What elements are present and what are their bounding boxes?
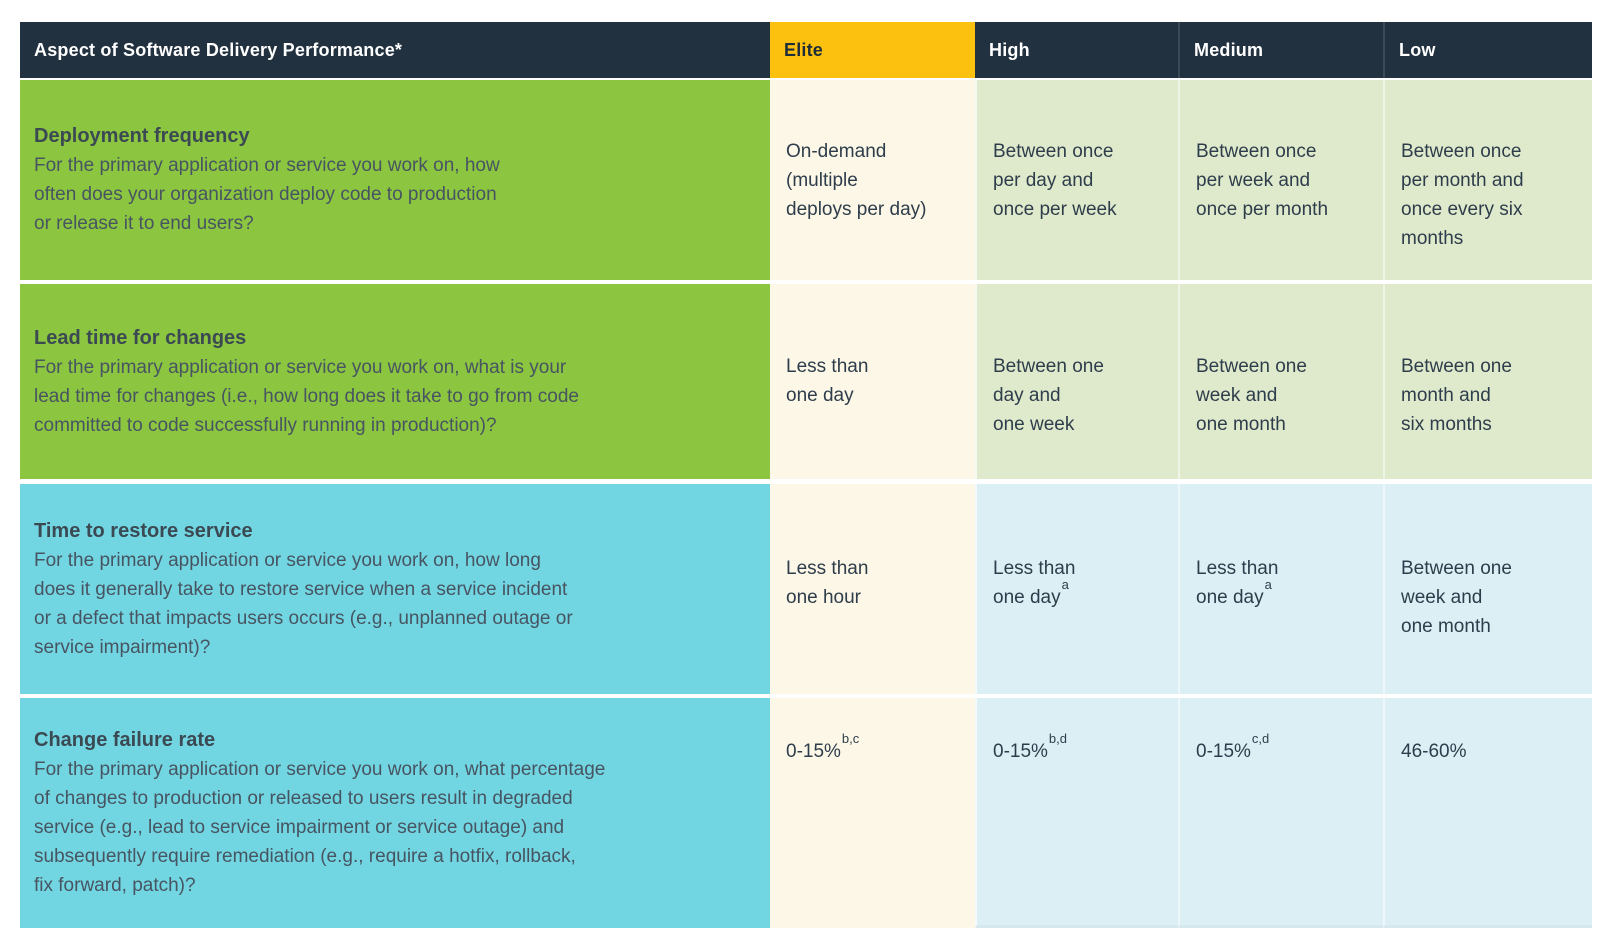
aspect-title: Lead time for changes — [34, 326, 247, 349]
aspect-cell-change-failure-rate: Change failure rate For the primary appl… — [20, 698, 770, 928]
table-header-row: Aspect of Software Delivery Performance*… — [20, 22, 1592, 78]
value-cell-restore-low: Between one week and one month — [1383, 484, 1592, 694]
value-text: 46-60% — [1401, 741, 1467, 762]
value-cell-cfr-medium: 0-15%c,d — [1178, 698, 1383, 928]
aspect-question: For the primary application or service y… — [34, 155, 500, 234]
value-cell-restore-elite: Less than one hour — [770, 484, 975, 694]
value-text: Less than one day — [1196, 558, 1279, 608]
footnote-mark: a — [1264, 576, 1272, 592]
footnote-mark: a — [1061, 576, 1069, 592]
footnote-mark: b,c — [841, 730, 860, 746]
aspect-title: Change failure rate — [34, 729, 216, 751]
value-text: Less than one day — [993, 558, 1076, 608]
value-text: Less than one day — [786, 356, 869, 406]
value-cell-cfr-elite: 0-15%b,c — [770, 698, 975, 928]
value-text: Between one month and six months — [1401, 356, 1512, 435]
value-cell-deployment-low: Between once per month and once every si… — [1383, 80, 1592, 280]
aspect-question: For the primary application or service y… — [34, 759, 606, 896]
value-cell-leadtime-elite: Less than one day — [770, 284, 975, 479]
table-row-lead-time: Lead time for changes For the primary ap… — [20, 284, 1592, 479]
value-text: Between one week and one month — [1401, 558, 1512, 637]
aspect-cell-lead-time: Lead time for changes For the primary ap… — [20, 284, 770, 479]
aspect-cell-time-to-restore: Time to restore service For the primary … — [20, 484, 770, 694]
value-cell-restore-medium: Less than one daya — [1178, 484, 1383, 694]
aspect-title: Time to restore service — [34, 519, 253, 542]
column-header-low: Low — [1383, 22, 1592, 78]
value-cell-cfr-high: 0-15%b,d — [975, 698, 1178, 928]
column-header-elite: Elite — [770, 22, 975, 78]
value-cell-leadtime-high: Between one day and one week — [975, 284, 1178, 479]
value-text: Between one week and one month — [1196, 356, 1307, 435]
table-row-change-failure-rate: Change failure rate For the primary appl… — [20, 698, 1592, 928]
value-text: On-demand (multiple deploys per day) — [786, 141, 927, 220]
value-text: Between once per month and once every si… — [1401, 141, 1524, 249]
value-text: Between once per day and once per week — [993, 141, 1117, 220]
column-header-elite-label: Elite — [784, 39, 824, 60]
value-cell-restore-high: Less than one daya — [975, 484, 1178, 694]
column-header-medium: Medium — [1178, 22, 1383, 78]
table-row-deployment-frequency: Deployment frequency For the primary app… — [20, 80, 1592, 280]
aspect-title: Deployment frequency — [34, 125, 250, 147]
column-header-aspect: Aspect of Software Delivery Performance* — [20, 22, 770, 78]
column-header-high-label: High — [989, 39, 1030, 60]
column-header-medium-label: Medium — [1194, 39, 1264, 60]
aspect-question: For the primary application or service y… — [34, 356, 579, 436]
value-cell-leadtime-low: Between one month and six months — [1383, 284, 1592, 479]
value-text: 0-15% — [993, 741, 1048, 762]
aspect-cell-deployment-frequency: Deployment frequency For the primary app… — [20, 80, 770, 280]
aspect-question: For the primary application or service y… — [34, 549, 573, 658]
value-cell-cfr-low: 46-60% — [1383, 698, 1592, 928]
column-header-high: High — [975, 22, 1178, 78]
footnote-mark: b,d — [1048, 730, 1067, 746]
value-text: Between one day and one week — [993, 356, 1104, 435]
value-text: 0-15% — [786, 741, 841, 762]
dora-performance-table: Aspect of Software Delivery Performance*… — [20, 22, 1592, 928]
value-cell-leadtime-medium: Between one week and one month — [1178, 284, 1383, 479]
value-text: 0-15% — [1196, 741, 1251, 762]
column-header-low-label: Low — [1399, 39, 1436, 60]
value-text: Less than one hour — [786, 558, 869, 608]
value-cell-deployment-medium: Between once per week and once per month — [1178, 80, 1383, 280]
value-cell-deployment-high: Between once per day and once per week — [975, 80, 1178, 280]
footnote-mark: c,d — [1251, 730, 1270, 746]
value-text: Between once per week and once per month — [1196, 141, 1329, 220]
value-cell-deployment-elite: On-demand (multiple deploys per day) — [770, 80, 975, 280]
column-header-aspect-label: Aspect of Software Delivery Performance* — [34, 39, 403, 60]
table-row-time-to-restore: Time to restore service For the primary … — [20, 484, 1592, 694]
